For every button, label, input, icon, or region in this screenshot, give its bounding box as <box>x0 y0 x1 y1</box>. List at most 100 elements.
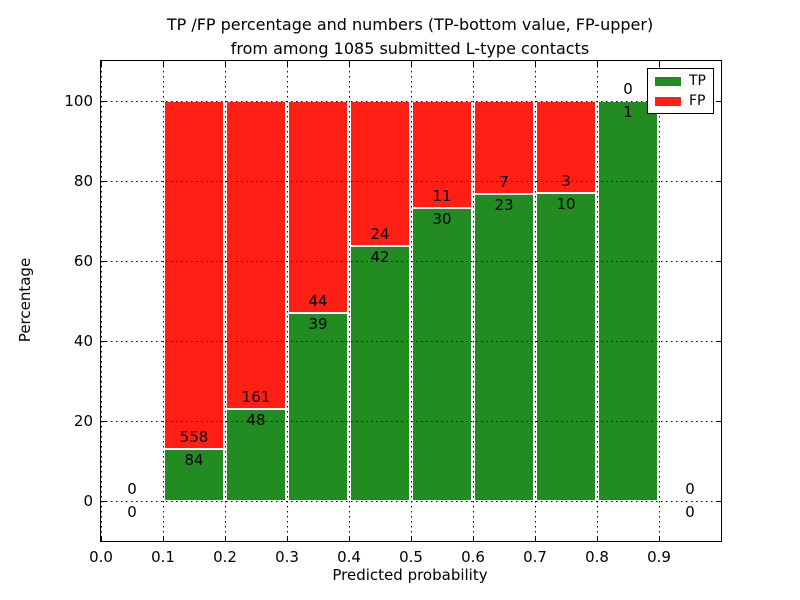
v-gridline <box>286 61 288 541</box>
legend-fp-label: FP <box>689 93 706 109</box>
bar-tp-count: 0 <box>685 503 695 521</box>
chart-title-line2: from among 1085 submitted L-type contact… <box>230 39 590 58</box>
x-axis-label: Predicted probability <box>332 566 488 584</box>
bar-tp-count: 30 <box>432 210 452 229</box>
x-tick-mark <box>658 61 660 66</box>
legend-tp-swatch <box>655 76 681 86</box>
y-tick-label: 0 <box>83 492 93 510</box>
bar-tp-count: 0 <box>127 503 137 521</box>
y-tick-mark <box>101 260 106 262</box>
x-tick-mark <box>596 536 598 541</box>
bar-fp-segment <box>164 101 224 449</box>
bar-tp-count: 84 <box>184 450 204 469</box>
legend-item-fp: FP <box>655 93 707 109</box>
plot-area: TP FP 0.0 0.1 0.2 0.3 0.4 0.5 0.6 0.7 0.8 0.9 0 20 4… <box>64 60 722 566</box>
v-gridline <box>224 61 226 541</box>
v-gridline <box>658 61 660 541</box>
x-tick-label: 0.8 <box>585 548 609 566</box>
x-tick-label: 0.2 <box>213 548 237 566</box>
chart-title-line1: TP /FP percentage and numbers (TP-bottom… <box>166 15 654 34</box>
x-tick-label: 0.4 <box>337 548 361 566</box>
x-tick-mark <box>348 536 350 541</box>
x-tick-label: 0.5 <box>399 548 423 566</box>
bar-tp-segment <box>164 448 224 501</box>
x-tick-label: 0.9 <box>647 548 671 566</box>
bar-tp-count: 42 <box>370 248 390 267</box>
v-gridline <box>410 61 412 541</box>
x-tick-mark <box>224 61 226 66</box>
bar-fp-count: 0 <box>127 480 137 498</box>
bar-tp-count: 48 <box>246 411 266 430</box>
y-tick-mark <box>716 500 721 502</box>
y-tick-mark <box>101 180 106 182</box>
y-tick-mark <box>716 420 721 422</box>
x-tick-mark <box>472 536 474 541</box>
x-tick-mark <box>100 61 102 66</box>
bar-tp-count: 39 <box>308 315 328 334</box>
v-gridline <box>472 61 474 541</box>
x-tick-label: 0.0 <box>89 548 113 566</box>
x-tick-mark <box>596 61 598 66</box>
bar-fp-count: 7 <box>499 173 509 192</box>
bar-fp-count: 11 <box>432 187 452 206</box>
y-tick-mark <box>101 420 106 422</box>
x-tick-label: 0.7 <box>523 548 547 566</box>
bar-fp-segment <box>474 101 534 195</box>
y-tick-label: 100 <box>64 92 93 110</box>
bar-tp-segment <box>226 409 286 501</box>
y-tick-label: 20 <box>73 412 93 430</box>
x-tick-label: 0.1 <box>151 548 175 566</box>
x-tick-mark <box>348 61 350 66</box>
v-gridline <box>596 61 598 541</box>
y-axis-label: Percentage <box>16 257 34 343</box>
y-tick-label: 60 <box>73 252 93 270</box>
bar-tp-count: 1 <box>623 103 633 121</box>
chart-title: TP /FP percentage and numbers (TP-bottom… <box>90 13 730 61</box>
y-tick-mark <box>716 260 721 262</box>
bar-fp-count: 24 <box>370 225 390 244</box>
bar-tp-segment <box>536 193 596 501</box>
bar-fp-count: 0 <box>623 80 633 98</box>
legend-fp-swatch <box>655 96 681 106</box>
v-gridline <box>162 61 164 541</box>
bar-tp-count: 23 <box>494 196 514 215</box>
bar-tp-segment <box>474 194 534 501</box>
bar-tp-count: 10 <box>556 195 576 214</box>
bar-fp-count: 0 <box>685 480 695 498</box>
bar-fp-count: 558 <box>179 427 209 446</box>
x-tick-mark <box>658 536 660 541</box>
x-tick-mark <box>534 536 536 541</box>
bar-fp-count: 44 <box>308 292 328 311</box>
bar-fp-count: 161 <box>241 388 271 407</box>
x-tick-label: 0.6 <box>461 548 485 566</box>
x-tick-mark <box>410 536 412 541</box>
y-tick-mark <box>716 340 721 342</box>
bar-fp-segment <box>288 101 348 314</box>
v-gridline <box>348 61 350 541</box>
y-tick-label: 40 <box>73 332 93 350</box>
x-tick-mark <box>286 536 288 541</box>
y-tick-mark <box>101 340 106 342</box>
x-tick-mark <box>162 536 164 541</box>
v-gridline <box>534 61 536 541</box>
bar-tp-segment <box>350 246 410 501</box>
bar-tp-segment <box>598 101 658 501</box>
y-tick-label: 80 <box>73 172 93 190</box>
x-tick-mark <box>100 536 102 541</box>
x-tick-mark <box>534 61 536 66</box>
legend-tp-label: TP <box>689 73 706 89</box>
bar-fp-segment <box>536 101 596 194</box>
x-tick-mark <box>162 61 164 66</box>
y-tick-mark <box>716 180 721 182</box>
bar-tp-segment <box>288 313 348 501</box>
bar-fp-segment <box>226 101 286 410</box>
bar-tp-segment <box>412 208 472 501</box>
x-tick-mark <box>224 536 226 541</box>
x-tick-mark <box>472 61 474 66</box>
bar-fp-segment <box>412 101 472 209</box>
x-tick-label: 0.3 <box>275 548 299 566</box>
bar-fp-segment <box>350 101 410 247</box>
v-gridline <box>100 61 102 541</box>
x-tick-mark <box>286 61 288 66</box>
